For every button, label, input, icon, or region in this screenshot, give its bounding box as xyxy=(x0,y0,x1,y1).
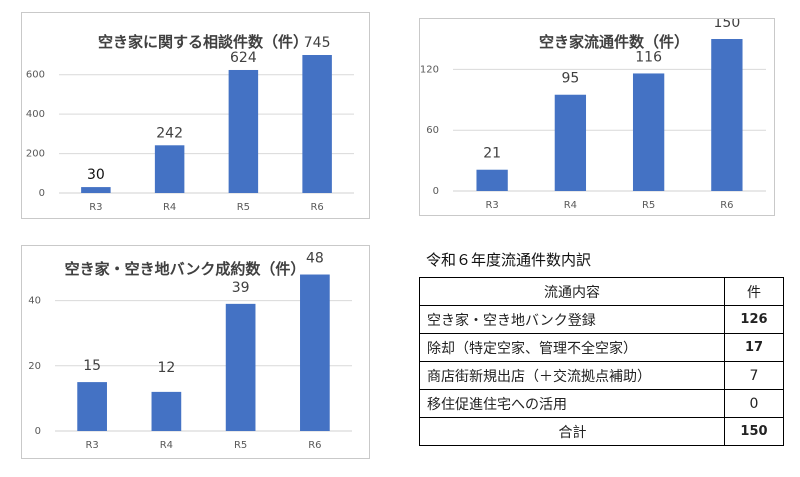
table-title: 令和６年度流通件数内訳 xyxy=(426,251,592,269)
table-total-row: 合計 150 xyxy=(419,417,784,446)
bar xyxy=(554,94,587,191)
bar xyxy=(476,169,508,191)
header-content: 流通内容 xyxy=(419,277,725,306)
data-label: 48 xyxy=(306,251,324,267)
x-tick-label: R5 xyxy=(642,200,655,211)
x-tick-label: R3 xyxy=(89,202,102,213)
total-label: 合計 xyxy=(419,417,725,446)
data-label: 39 xyxy=(232,280,250,296)
bar xyxy=(154,145,185,193)
y-tick-label: 0 xyxy=(35,426,41,437)
table-row: 除却（特定空家、管理不全空家） 17 xyxy=(419,333,784,362)
distribution-count-chart: 空き家流通件数（件） 0 60 120 21 R3 95 R4 116 R5 150 R6 xyxy=(419,18,775,216)
data-label: 12 xyxy=(157,360,175,376)
chart-title: 空き家に関する相談件数（件） xyxy=(98,33,308,51)
y-tick-label: 400 xyxy=(26,109,45,120)
bar xyxy=(81,187,111,193)
chart-title: 空き家・空き地バンク成約数（件） xyxy=(65,260,306,278)
x-tick-label: R4 xyxy=(564,200,577,211)
distribution-breakdown-table: 流通内容 件 空き家・空き地バンク登録 126 除却（特定空家、管理不全空家） … xyxy=(419,277,784,446)
table-row: 移住促進住宅への活用 0 xyxy=(419,389,784,418)
data-label: 745 xyxy=(304,35,331,51)
bar xyxy=(711,39,743,191)
row-item: 除却（特定空家、管理不全空家） xyxy=(419,333,725,362)
x-tick-label: R5 xyxy=(234,440,247,451)
y-tick-label: 60 xyxy=(426,125,439,136)
land-bank-contracts-chart-svg: 空き家・空き地バンク成約数（件） 0 20 40 15 R3 12 R4 39 R5 48 R6 xyxy=(28,251,352,451)
land-bank-contracts-chart: 空き家・空き地バンク成約数（件） 0 20 40 15 R3 12 R4 39 R5 48 R6 xyxy=(21,245,370,459)
table-row: 商店街新規出店（＋交流拠点補助） 7 xyxy=(419,361,784,390)
data-label: 21 xyxy=(483,146,501,162)
y-tick-label: 120 xyxy=(420,64,439,75)
data-label: 116 xyxy=(635,49,662,65)
data-label: 30 xyxy=(87,167,105,183)
bar xyxy=(77,382,107,431)
data-label: 624 xyxy=(230,50,257,66)
data-label: 242 xyxy=(156,125,183,141)
row-count: 0 xyxy=(724,389,784,418)
row-item: 移住促進住宅への活用 xyxy=(419,389,725,418)
y-tick-label: 0 xyxy=(433,186,439,197)
x-tick-label: R3 xyxy=(485,200,498,211)
data-label: 95 xyxy=(561,71,579,87)
x-tick-label: R3 xyxy=(85,440,98,451)
x-tick-label: R6 xyxy=(720,200,733,211)
total-count: 150 xyxy=(724,417,784,446)
row-count: 17 xyxy=(724,333,784,362)
y-tick-label: 20 xyxy=(28,361,41,372)
row-item: 商店街新規出店（＋交流拠点補助） xyxy=(419,361,725,390)
y-tick-label: 40 xyxy=(28,296,41,307)
x-tick-label: R4 xyxy=(163,202,176,213)
data-label: 15 xyxy=(83,358,101,374)
consultation-count-chart-svg: 空き家に関する相談件数（件） 0 200 400 600 30 R3 242 R4 624 R5 74… xyxy=(26,33,354,213)
row-item: 空き家・空き地バンク登録 xyxy=(419,305,725,334)
bar xyxy=(225,303,256,431)
bar xyxy=(151,391,182,431)
data-label: 150 xyxy=(714,19,741,31)
bar xyxy=(228,69,259,193)
x-tick-label: R5 xyxy=(237,202,250,213)
y-tick-label: 200 xyxy=(26,149,45,160)
x-tick-label: R6 xyxy=(310,202,323,213)
x-tick-label: R4 xyxy=(160,440,173,451)
bar xyxy=(632,73,665,191)
row-count: 7 xyxy=(724,361,784,390)
y-tick-label: 0 xyxy=(39,188,45,199)
chart-title: 空き家流通件数（件） xyxy=(539,33,689,51)
table-header-row: 流通内容 件 xyxy=(419,277,784,306)
consultation-count-chart: 空き家に関する相談件数（件） 0 200 400 600 30 R3 242 R4 624 R5 74… xyxy=(21,12,370,219)
bar xyxy=(302,55,332,193)
x-tick-label: R6 xyxy=(308,440,321,451)
header-count: 件 xyxy=(724,277,784,306)
bar xyxy=(300,274,330,431)
row-count: 126 xyxy=(724,305,784,334)
table-row: 空き家・空き地バンク登録 126 xyxy=(419,305,784,334)
y-tick-label: 600 xyxy=(26,70,45,81)
distribution-count-chart-svg: 空き家流通件数（件） 0 60 120 21 R3 95 R4 116 R5 150 R6 xyxy=(420,19,766,211)
